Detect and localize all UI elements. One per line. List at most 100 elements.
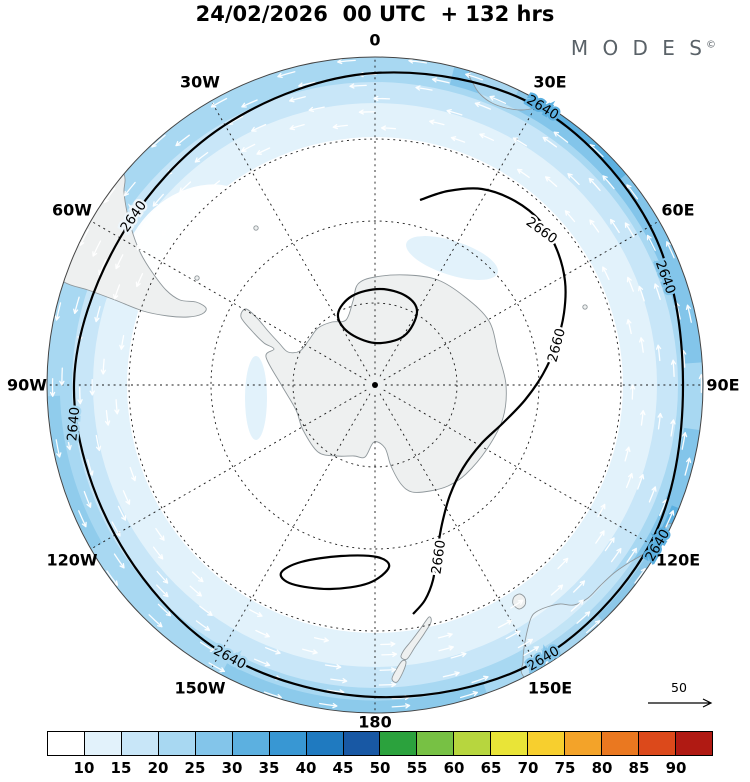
- wind-arrow: [195, 620, 211, 631]
- wind-arrow: [626, 547, 637, 563]
- wind-arrow: [653, 283, 661, 300]
- colorbar-tick-label: 30: [221, 759, 243, 777]
- wind-arrow: [199, 605, 213, 617]
- wind-arrow: [637, 474, 645, 490]
- wind-arrow: [438, 645, 454, 652]
- meridian-line: [379, 393, 540, 670]
- wind-arrow: [450, 652, 467, 659]
- wind-arrow: [251, 123, 267, 132]
- wind-arrow: [148, 614, 163, 628]
- wind-arrow: [516, 168, 530, 179]
- wind-arrow: [256, 147, 271, 155]
- colorbar-tick-label: 10: [73, 759, 95, 777]
- wind-arrow: [624, 222, 635, 238]
- colorbar-cell: [194, 732, 232, 755]
- wind-arrow: [253, 658, 271, 667]
- wind-arrow: [576, 611, 591, 624]
- wind-arrow: [241, 143, 256, 152]
- longitude-labels: 0 30E 60E 90E 120E 150E 180 150W 120W 90W 60W 30W: [7, 31, 740, 729]
- wind-arrow: [557, 557, 569, 570]
- colorbar-tick-label: 75: [554, 759, 576, 777]
- wind-arrow: [349, 83, 367, 89]
- wind-arrow: [437, 632, 453, 639]
- wind-arrow: [55, 439, 62, 458]
- wind-arrow: [135, 273, 144, 288]
- wind-arrow: [78, 510, 87, 528]
- wind-band-25-30-w: [48, 395, 103, 550]
- colorbar-cell: [564, 732, 602, 755]
- wind-arrow: [459, 691, 479, 699]
- colorbar-tick-label: 85: [628, 759, 650, 777]
- coastline-new-zealand-south: [400, 616, 432, 661]
- south-pole-dot: [372, 382, 378, 388]
- wind-arrow: [626, 276, 634, 292]
- wind-arrow: [208, 662, 226, 673]
- meridian-line: [379, 100, 540, 377]
- latitude-circle: [292, 302, 458, 468]
- wind-arrow: [179, 181, 192, 193]
- wind-arrow: [191, 571, 204, 583]
- wind-arrow: [114, 399, 120, 415]
- wind-arrow: [550, 584, 564, 596]
- wind-arrow: [648, 486, 657, 503]
- meridian-line: [210, 393, 371, 670]
- wind-arrow: [289, 123, 305, 131]
- copyright-mark: ©: [706, 39, 716, 51]
- wind-arrow: [104, 409, 111, 426]
- colorbar-cell: [157, 732, 195, 755]
- wind-arrow: [117, 505, 127, 521]
- colorbar-tick-label: 35: [258, 759, 280, 777]
- wind-arrow: [542, 136, 558, 148]
- longitude-label-0: 0: [369, 31, 380, 50]
- map-boundary: [46, 56, 704, 714]
- colorbar-cell: [453, 732, 491, 755]
- contour-2660: [279, 554, 391, 591]
- wind-arrow: [597, 503, 606, 518]
- contour-2660: [412, 187, 567, 615]
- wind-arrow: [94, 305, 101, 323]
- wind-arrow: [670, 419, 676, 437]
- wind-arrow: [602, 175, 615, 190]
- wind-arrow: [604, 537, 615, 552]
- colorbar-tick-label: 15: [110, 759, 132, 777]
- colorbar-cell: [48, 732, 84, 755]
- wind-arrow: [113, 284, 121, 300]
- wind-arrow: [92, 240, 102, 257]
- wind-arrow: [277, 71, 296, 79]
- wind-arrow: [567, 173, 580, 186]
- wind-arrow: [156, 584, 169, 598]
- wind-arrow: [655, 344, 662, 362]
- wind-arrow: [59, 367, 65, 386]
- wind-band-30-35-ne: [515, 88, 628, 179]
- wind-arrow: [512, 137, 528, 147]
- longitude-label-60W: 60W: [52, 201, 92, 220]
- wind-arrow: [510, 599, 524, 609]
- wind-arrow: [602, 266, 610, 281]
- colorbar: 10 15 20 25 30 35 40 45 50 55 60 65 70 75 80 85 90: [47, 731, 713, 779]
- wind-arrow: [670, 359, 677, 378]
- wind-arrow: [89, 378, 95, 396]
- wind-arrow: [175, 134, 190, 147]
- graticule: [47, 57, 703, 713]
- wind-arrow: [313, 637, 329, 643]
- wind-arrow: [572, 580, 586, 593]
- colorbar-tick-labels: 10 15 20 25 30 35 40 45 50 55 60 65 70 75 80 85 90: [47, 759, 713, 779]
- colorbar-cell: [379, 732, 417, 755]
- wind-arrow: [207, 180, 221, 191]
- colorbar-tick-label: 50: [369, 759, 391, 777]
- wind-arrow: [681, 431, 688, 450]
- wind-arrow: [95, 434, 102, 452]
- colorbar-cell: [83, 732, 121, 755]
- wind-arrow: [544, 176, 558, 188]
- meridian-line: [383, 389, 660, 550]
- longitude-label-120W: 120W: [46, 551, 97, 570]
- colorbar-cell: [674, 732, 712, 755]
- wind-band-25-30-s: [220, 663, 488, 713]
- wind-arrow: [639, 337, 645, 353]
- modes-logo: M O D E S©: [571, 36, 716, 60]
- light-wind-patch-w: [245, 356, 267, 440]
- colorbar-tick-label: 40: [295, 759, 317, 777]
- wind-arrow: [77, 387, 83, 405]
- wind-arrow: [609, 218, 620, 234]
- wind-arrow: [358, 109, 375, 115]
